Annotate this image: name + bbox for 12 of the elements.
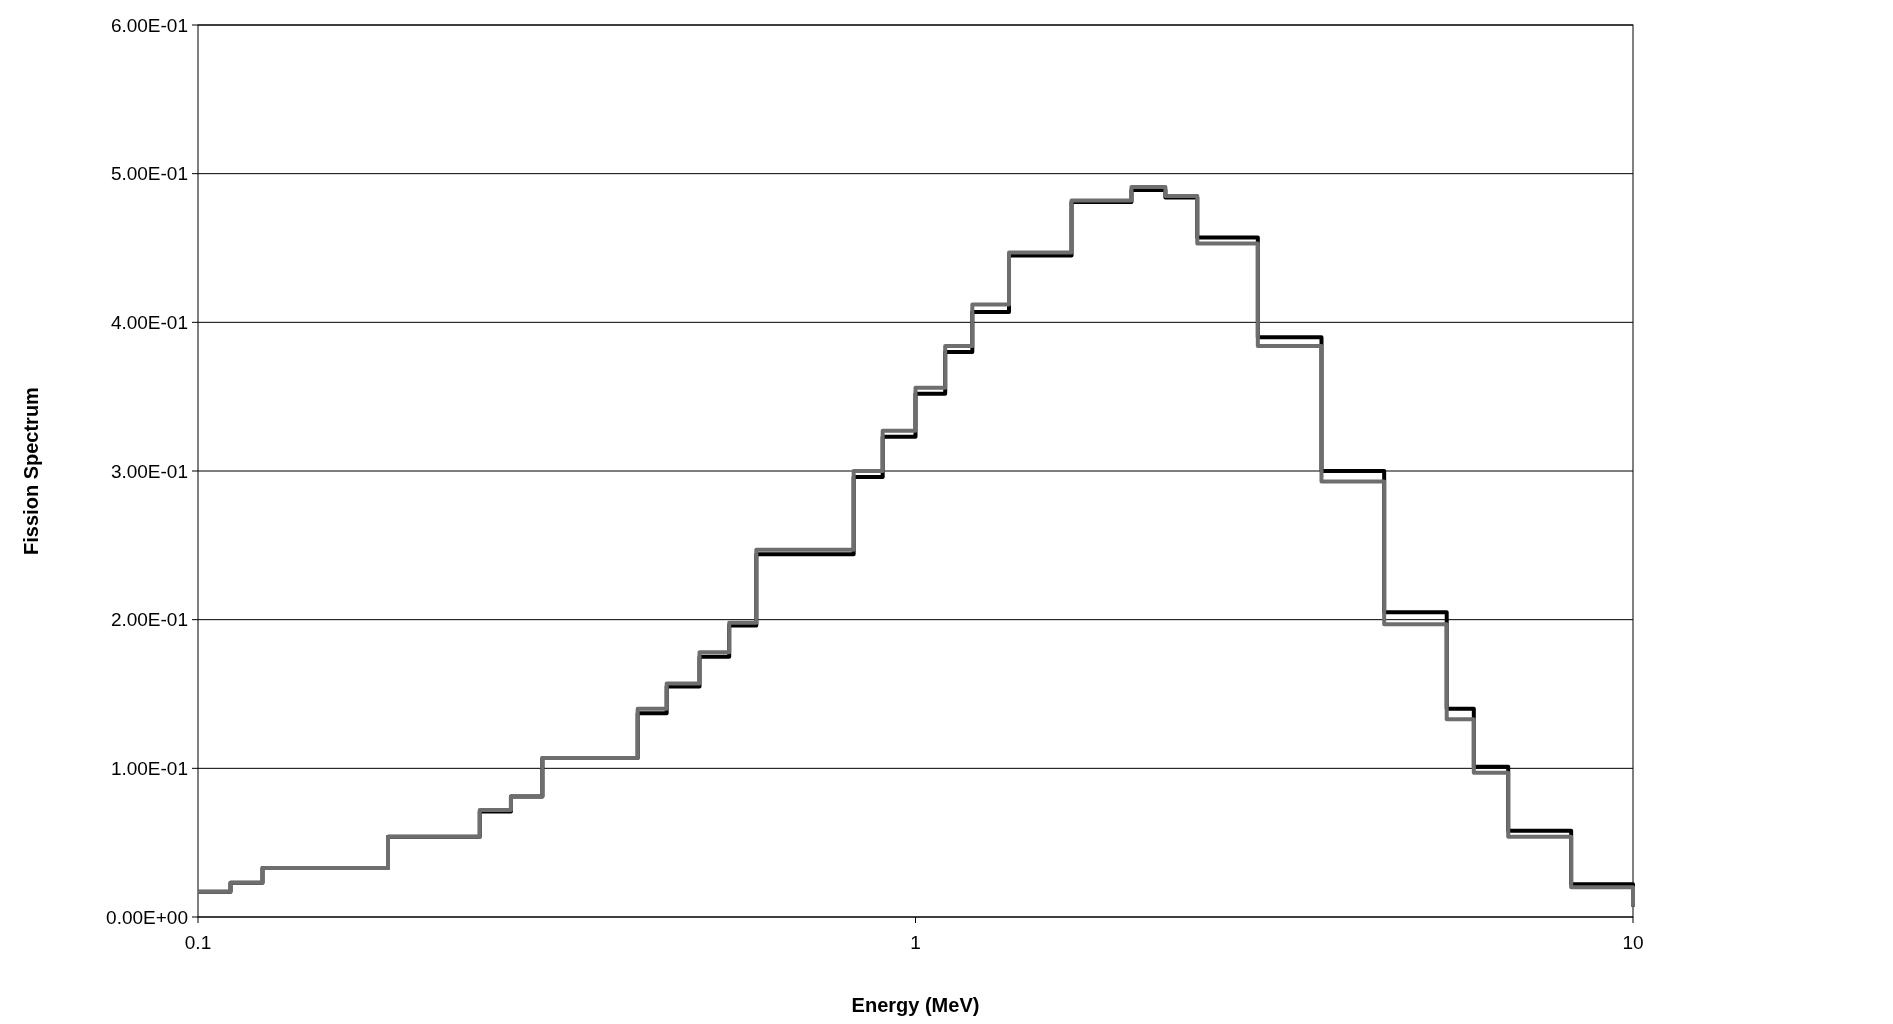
y-tick-label: 1.00E-01 xyxy=(110,757,188,779)
y-tick-label: 0.00E+00 xyxy=(106,906,188,928)
x-tick-label: 10 xyxy=(1622,932,1644,953)
y-tick-label: 4.00E-01 xyxy=(110,311,188,333)
y-tick-label: 6.00E-01 xyxy=(110,14,188,36)
x-tick-label: 0.1 xyxy=(184,932,212,953)
x-axis-title: Energy (MeV) xyxy=(851,994,980,1016)
x-tick-label: 1 xyxy=(910,932,921,953)
y-tick-label: 5.00E-01 xyxy=(110,163,188,185)
y-axis-title: Fission Spectrum xyxy=(20,387,42,555)
y-tick-label: 2.00E-01 xyxy=(110,609,188,631)
y-tick-label: 3.00E-01 xyxy=(110,460,188,482)
